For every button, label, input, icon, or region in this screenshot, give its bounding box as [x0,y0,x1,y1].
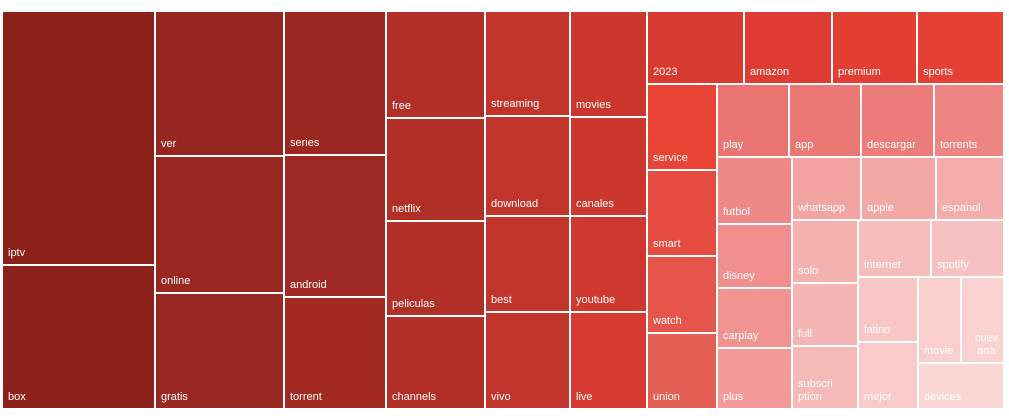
treemap-cell-label: internet [864,259,901,271]
treemap-cell-channels: channels [387,317,484,408]
treemap-cell-label: netflix [392,203,421,215]
treemap-cell-vivo: vivo [486,313,569,408]
treemap-cell-movie: movie [919,278,960,362]
treemap-cell-devices: devices [919,364,1003,408]
treemap-cell-label: sports [923,66,953,78]
treemap-cell-download: download [486,117,569,215]
treemap-cell-label: futbol [723,206,750,218]
treemap-cell-movies: movies [571,12,646,116]
treemap-cell-smart: smart [648,171,716,255]
treemap-cell-online: online [156,157,283,292]
treemap-cell-peliculas: peliculas [387,222,484,315]
treemap-cell-label: iptv [8,247,26,259]
treemap-cell-android: android [285,156,385,296]
treemap-cell-label: torrent [290,391,322,403]
treemap-cell-label: mejor [864,391,892,403]
treemap-cell-label: channels [392,391,437,403]
treemap-cell-label: download [491,198,539,210]
treemap-cell-spotify: spotify [932,221,1003,276]
treemap-cell-label: subscription [798,378,833,403]
treemap-cell-label: movies [576,99,611,111]
treemap-cell-label: best [491,294,512,306]
treemap-cell-label: service [653,152,688,164]
treemap-cell-torrents: torrents [935,85,1003,156]
treemap-cell-label: youtube [576,294,616,306]
treemap-cell-label: espanol [942,202,981,214]
treemap-cell-label: torrents [940,139,978,151]
treemap-cell-label: watch [653,315,682,327]
treemap-cell-internet: internet [859,221,930,276]
treemap-cell-youtube: youtube [571,217,646,311]
treemap-cell-label: android [290,279,327,291]
treemap-cell-full: full [793,284,857,345]
treemap-cell-canales: canales [571,118,646,215]
treemap-cell-mejor: mejor [859,343,917,408]
treemap-cell-label: gratis [161,391,188,403]
treemap-cell-whatsapp: whatsapp [793,158,860,219]
treemap-cell-label: live [576,391,593,403]
treemap-cell-solo: solo [793,221,857,282]
treemap-cell-iptv: iptv [3,12,154,264]
treemap-cell-label: free [392,100,411,112]
treemap-cell-label: premium [838,66,881,78]
treemap-cell-premium: premium [833,12,916,83]
treemap-cell-streaming: streaming [486,12,569,115]
treemap-cell-futbol: futbol [718,158,791,223]
treemap-cell-disney: disney [718,225,791,287]
treemap-cell-carplay: carplay [718,289,791,347]
treemap-cell-label: devices [924,391,962,403]
treemap-cell-sports: sports [918,12,1003,83]
treemap-cell-gratis: gratis [156,294,283,408]
treemap-cell-label: series [290,137,320,149]
treemap-cell-apple: apple [862,158,935,219]
treemap-cell-ver: ver [156,12,283,155]
treemap-cell-2023: 2023 [648,12,743,83]
treemap-cell-best: best [486,217,569,311]
treemap-cell-label: movie [924,345,954,357]
treemap-cell-box: box [3,266,154,408]
treemap-cell-label: play [723,139,744,151]
treemap-cell-plus: plus [718,349,791,408]
treemap-cell-label: solo [798,265,819,277]
treemap-cell-latino: latino [859,278,917,341]
treemap-cell-amazon: amazon [745,12,831,83]
treemap-cell-watch: watch [648,257,716,332]
treemap-cell-label: descargar [867,139,916,151]
treemap-cell-free: free [387,12,484,117]
treemap-cell-label: disney [723,270,755,282]
treemap-cell-series: series [285,12,385,154]
treemap-cell-label: app [795,139,814,151]
treemap-cell-label: smart [653,238,681,250]
treemap-cell-label: 2023 [653,66,678,78]
treemap-cell-label: spotify [937,259,969,271]
treemap-cell-label: ver [161,138,177,150]
treemap-cell-cuevana: cuevana [962,278,1003,362]
treemap-cell-label: apple [867,202,894,214]
treemap-cell-service: service [648,85,716,169]
treemap-cell-play: play [718,85,788,156]
treemap-cell-torrent: torrent [285,298,385,408]
treemap-cell-union: union [648,334,716,408]
treemap-cell-subscription: subscription [793,347,857,408]
treemap-cell-label: cuevana [974,332,999,357]
treemap-cell-label: vivo [491,391,511,403]
treemap-cell-label: streaming [491,98,540,110]
treemap-cell-label: carplay [723,330,759,342]
treemap-cell-label: amazon [750,66,790,78]
treemap-cell-espanol: espanol [937,158,1003,219]
treemap-cell-label: online [161,275,191,287]
treemap-cell-live: live [571,313,646,408]
treemap-cell-label: full [798,328,813,340]
treemap-cell-app: app [790,85,860,156]
treemap-cell-label: peliculas [392,298,435,310]
treemap-cell-label: latino [864,324,891,336]
treemap-cell-netflix: netflix [387,119,484,220]
treemap-cell-label: box [8,391,26,403]
treemap-cell-label: plus [723,391,744,403]
treemap-cell-label: whatsapp [798,202,846,214]
treemap-cell-descargar: descargar [862,85,933,156]
treemap-cell-label: union [653,391,680,403]
treemap-cell-label: canales [576,198,614,210]
